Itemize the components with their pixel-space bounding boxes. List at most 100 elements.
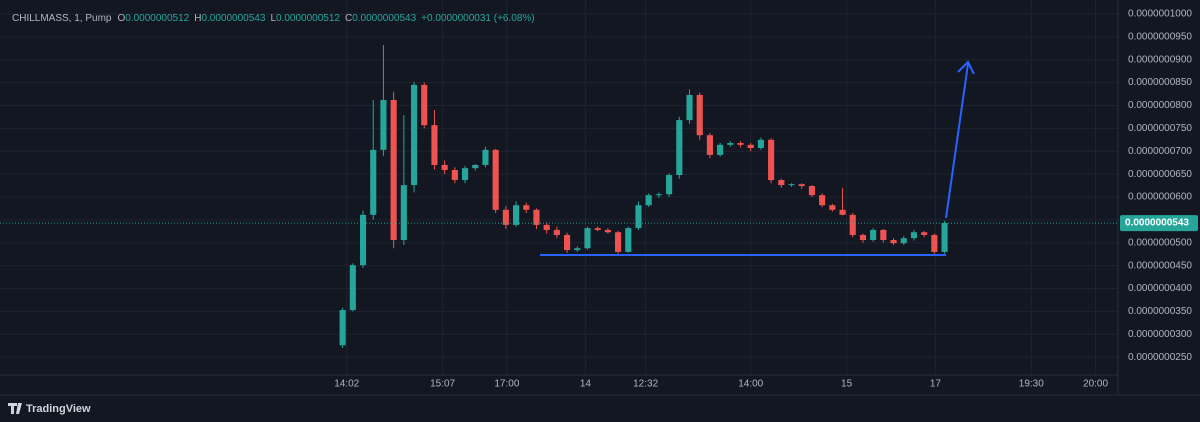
ohlc-key: C [345,13,352,24]
change: +0.0000000031 (+6.08%) [421,13,534,24]
y-tick-label: 0.0000000950 [1128,31,1192,42]
y-tick-label: 0.0000000850 [1128,77,1192,88]
x-tick-label: 14:00 [738,379,763,390]
candle-body [870,229,877,241]
candle-body [390,99,397,241]
y-tick-label: 0.0000000800 [1128,100,1192,111]
price-tag-label: 0.0000000543 [1125,218,1189,229]
ohlc-value: 0.0000000543 [201,13,265,24]
candle-body [686,94,693,121]
x-tick-label: 15 [841,379,853,390]
candle-body [635,205,642,229]
candle-body [370,149,377,215]
candle-body [431,125,438,165]
candle-body [931,234,938,252]
candle-body [798,184,805,187]
x-tick-label: 17:00 [494,379,519,390]
candle-body [808,186,815,196]
y-tick-label: 0.0000000400 [1128,283,1192,294]
logo-icon [8,403,22,414]
header: CHILLMASS, 1, Pump O0.0000000512 H0.000000… [12,13,535,24]
candle-body [604,229,611,233]
y-tick-label: 0.0000000300 [1128,329,1192,340]
candle-body [553,229,560,235]
candle-body [584,228,591,249]
arrow-line [945,63,969,219]
candle-body [574,248,581,251]
ohlc-value: 0.0000000512 [276,13,340,24]
arrow-head [957,60,975,75]
candle-body [625,228,632,252]
candle-body [921,232,928,235]
grid [0,0,1118,375]
x-tick-label: 14:02 [334,379,359,390]
ohlc-key: L [270,13,276,24]
candle-body [819,195,826,206]
y-tick-label: 0.0000001000 [1128,9,1192,20]
ohlc-value: 0.0000000543 [352,13,416,24]
candle-body [533,209,540,225]
candle-body [349,265,356,311]
candle-body [359,214,367,266]
y-tick-label: 0.0000000500 [1128,237,1192,248]
y-tick-label: 0.0000000450 [1128,260,1192,271]
candle-body [839,209,846,215]
candle-body [594,228,601,230]
candle-body [717,144,724,155]
candle-body [441,164,448,170]
candle-body [727,142,734,145]
candle-body [564,234,571,251]
symbol: CHILLMASS, 1, Pump [12,13,112,24]
candle-body [410,84,418,186]
candle-body [737,142,744,145]
candle-body [900,238,907,244]
y-tick-label: 0.0000000750 [1128,123,1192,134]
y-tick-label: 0.0000000900 [1128,54,1192,65]
x-tick-label: 20:00 [1083,379,1108,390]
candle-body [451,169,458,181]
y-tick-label: 0.0000000250 [1128,352,1192,363]
candle-body [859,234,867,241]
candle-body [615,232,622,252]
candle-body [778,180,785,186]
candle-body [696,94,703,136]
x-tick-label: 17 [930,379,942,390]
candle-body [421,84,428,126]
candle-body [666,175,673,195]
candle-body [676,120,683,176]
candle-body [502,209,509,225]
y-tick-label: 0.0000000700 [1128,146,1192,157]
candle-body [757,139,764,149]
candle-body [849,214,856,235]
candle-body [543,224,550,230]
candle-body [910,232,918,239]
candle-body [706,135,713,155]
candle-body [747,144,754,149]
candle-body [339,310,346,346]
price-tag [1120,215,1198,232]
candle-body [788,184,795,186]
y-tick-label: 0.0000000350 [1128,306,1192,317]
candle-body [768,139,775,181]
candle-body [880,229,887,241]
candle-body [890,240,897,244]
ohlc-value: 0.0000000512 [125,13,189,24]
x-tick-label: 12:32 [633,379,658,390]
brand: TradingView [26,403,91,415]
ohlc-key: O [117,13,125,24]
x-tick-label: 14 [580,379,592,390]
candle-body [655,194,662,196]
x-tick-label: 15:07 [430,379,455,390]
candle-body [645,195,652,206]
y-tick-label: 0.0000000650 [1128,169,1192,180]
ohlc-key: H [194,13,201,24]
candle-body [472,164,479,169]
candle-body [523,205,530,210]
x-tick-label: 19:30 [1019,379,1044,390]
candle-body [461,168,469,181]
candles [0,45,1118,349]
candle-body [400,185,407,241]
